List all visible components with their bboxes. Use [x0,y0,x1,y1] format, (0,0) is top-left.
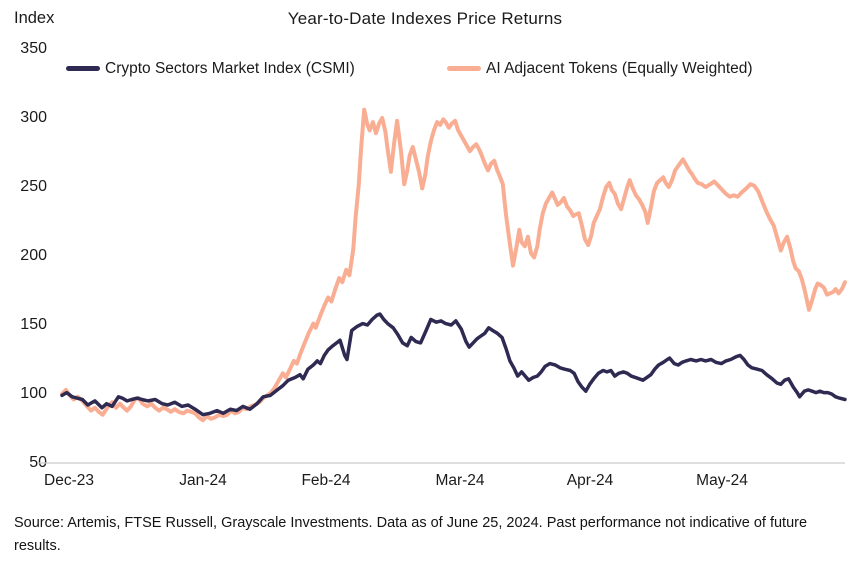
y-tick-300: 300 [20,109,47,126]
x-tick-feb24: Feb-24 [301,472,351,489]
y-tick-350: 350 [20,40,47,57]
legend-label-csmi: Crypto Sectors Market Index (CSMI) [105,59,355,77]
ai-tokens-line-swatch-icon [447,66,481,71]
y-tick-200: 200 [20,247,47,264]
csmi-line-swatch-icon [66,66,100,71]
x-tick-dec23: Dec-23 [44,472,94,489]
y-tick-100: 100 [20,385,47,402]
ai-tokens-line [60,107,847,423]
legend-item-ai-tokens: AI Adjacent Tokens (Equally Weighted) [447,60,753,77]
x-tick-may24: May-24 [696,472,748,489]
x-tick-apr24: Apr-24 [566,472,614,489]
legend-label-ai-tokens: AI Adjacent Tokens (Equally Weighted) [486,59,753,77]
legend-item-csmi: Crypto Sectors Market Index (CSMI) [66,60,355,77]
y-tick-250: 250 [20,178,47,195]
x-tick-jan24: Jan-24 [179,472,227,489]
source-footnote: Source: Artemis, FTSE Russell, Grayscale… [14,515,808,554]
y-tick-150: 150 [20,316,47,333]
y-axis-title: Index [14,9,55,27]
csmi-line [60,312,847,417]
chart-title: Year-to-Date Indexes Price Returns [287,9,563,28]
x-tick-mar24: Mar-24 [435,472,485,489]
